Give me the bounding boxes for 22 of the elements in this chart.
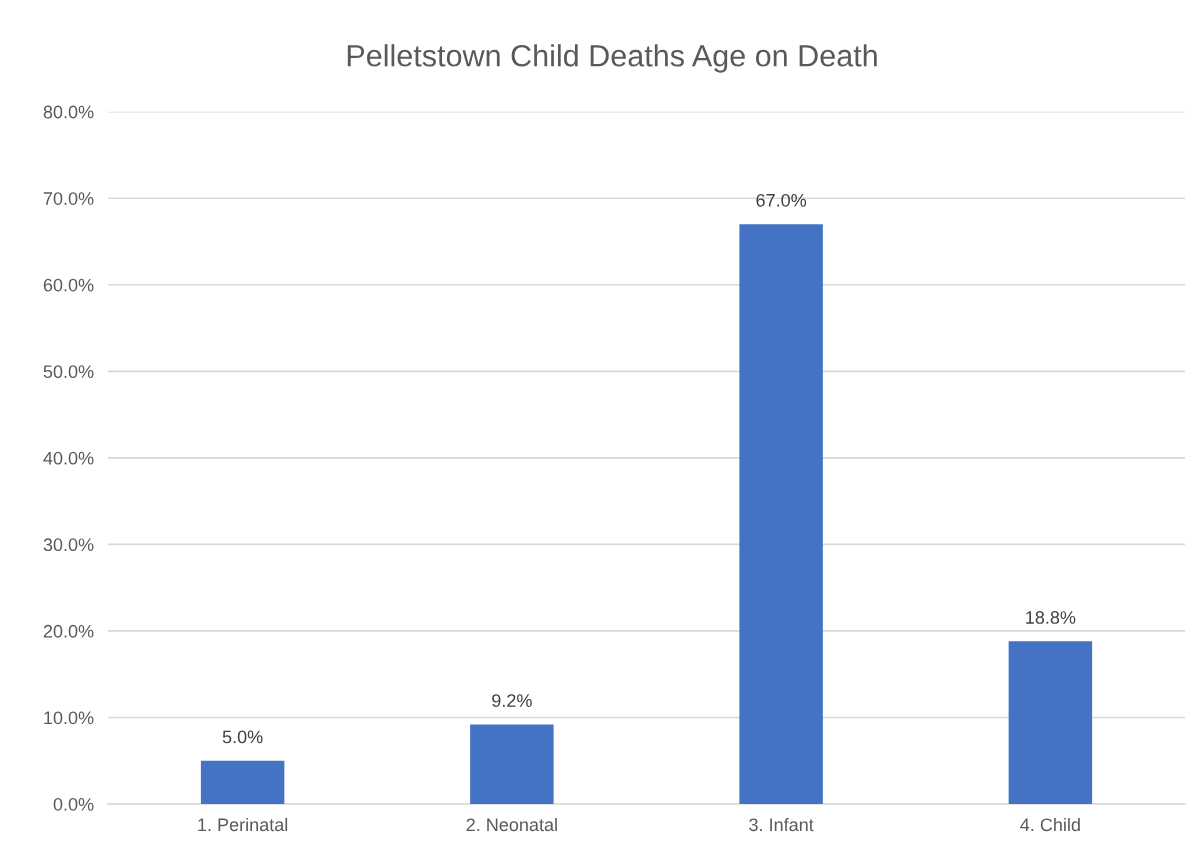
data-label: 18.8% <box>1026 611 1076 624</box>
bar <box>739 224 823 805</box>
y-tick-label: 50.0% <box>43 365 94 379</box>
y-tick-label: 30.0% <box>43 538 94 552</box>
y-tick-label: 40.0% <box>43 451 94 465</box>
y-tick-label: 70.0% <box>43 192 94 205</box>
data-label: 5.0% <box>222 730 263 744</box>
y-tick-label: 0.0% <box>53 797 94 811</box>
data-label: 67.0% <box>756 193 807 207</box>
bar <box>1008 641 1093 805</box>
x-tick-label: 2. Neonatal <box>466 817 557 832</box>
data-label: 9.2% <box>492 694 532 707</box>
y-tick-label: 20.0% <box>43 624 94 638</box>
x-tick-label: 1. Perinatal <box>198 817 288 832</box>
y-tick-label: 10.0% <box>44 711 94 725</box>
bar <box>200 760 285 805</box>
y-tick-label: 60.0% <box>43 278 94 292</box>
bar <box>470 724 554 805</box>
chart-title: Pelletstown Child Deaths Age on Death <box>347 44 877 73</box>
y-tick-label: 80.0% <box>43 105 94 119</box>
x-tick-label: 4. Child <box>1020 817 1080 832</box>
x-tick-label: 3. Infant <box>749 817 814 832</box>
